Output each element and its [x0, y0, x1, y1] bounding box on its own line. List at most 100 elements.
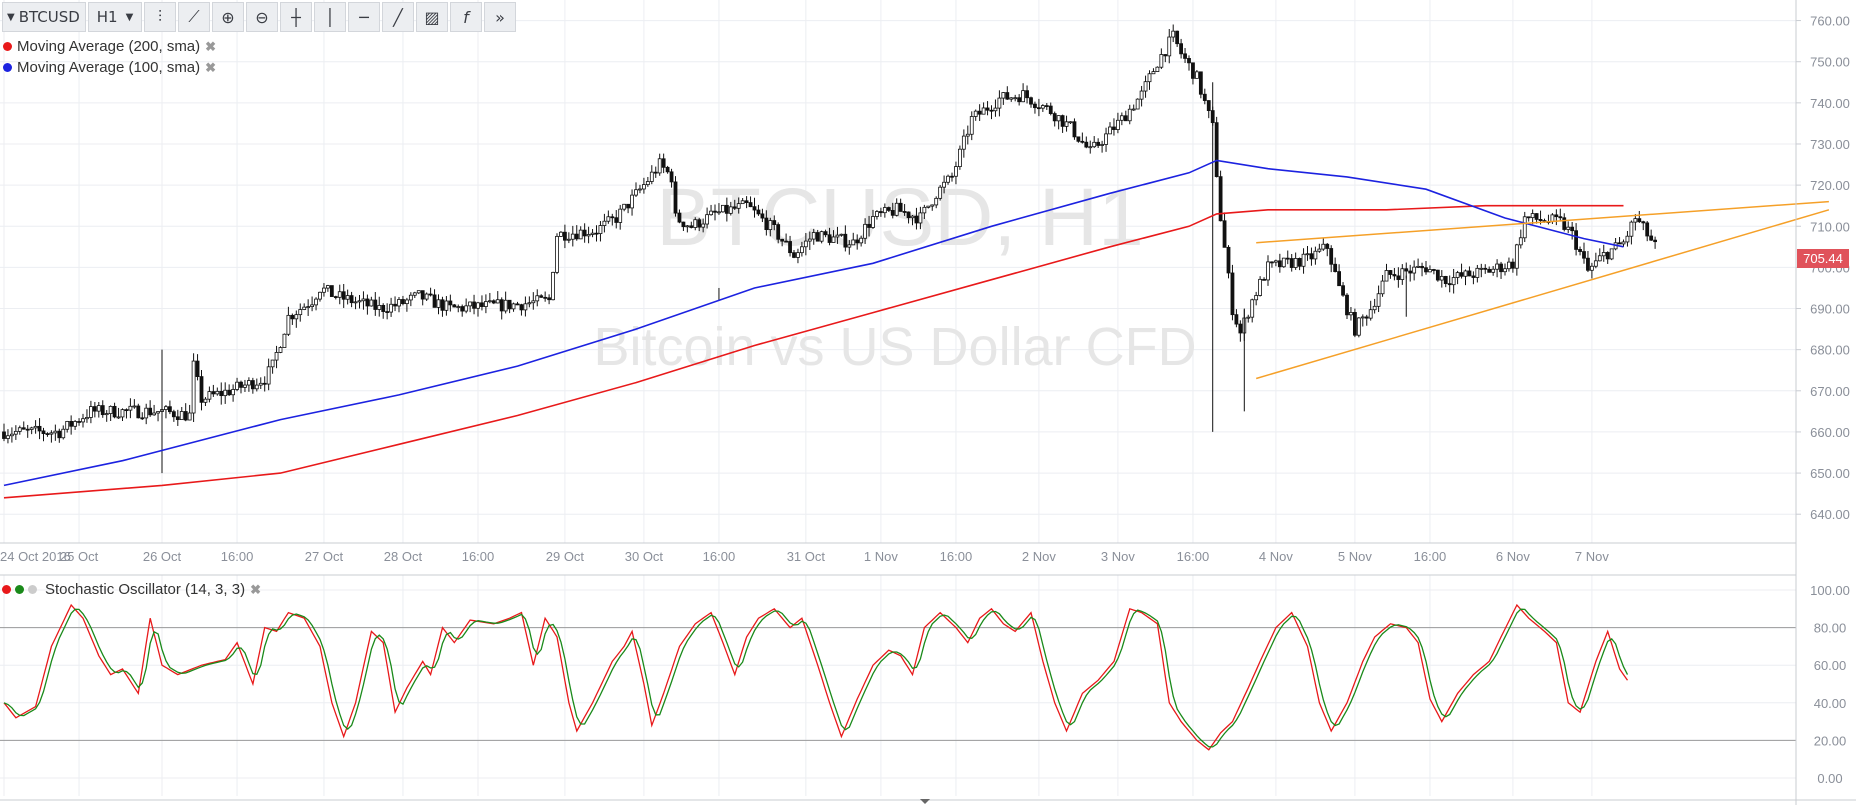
candle-body [49, 432, 54, 435]
function-button[interactable]: f [450, 2, 482, 32]
candle-body [361, 298, 366, 302]
candle-body [1112, 126, 1116, 130]
more-button[interactable]: » [484, 2, 516, 32]
close-icon[interactable]: ✖ [250, 581, 261, 597]
candle-body [1056, 115, 1061, 122]
candle-body [1356, 317, 1361, 336]
vertical-line-button[interactable]: │ [314, 2, 346, 32]
horizontal-line-button[interactable]: ─ [348, 2, 380, 32]
candle-body [1479, 267, 1484, 270]
candle-body [657, 158, 662, 174]
candle-body [527, 302, 532, 305]
candle-body [1108, 126, 1112, 135]
candle-body [531, 300, 536, 304]
candle-body [456, 306, 461, 308]
zoom-in-button[interactable]: ⊕ [212, 2, 244, 32]
candle-body [191, 360, 196, 414]
candle-body [108, 405, 113, 414]
candle-body [2, 431, 6, 439]
candle-body [1167, 36, 1172, 57]
trend-line-lower[interactable] [1255, 209, 1830, 380]
candle-body [1052, 113, 1057, 122]
interval-selector[interactable]: H1 ▼ [88, 2, 142, 32]
oscillator-legend[interactable]: Stochastic Oscillator (14, 3, 3) ✖ [0, 581, 261, 598]
candle-body [140, 417, 145, 420]
legend-ma200[interactable]: Moving Average (200, sma) ✖ [0, 36, 216, 57]
close-icon[interactable]: ✖ [205, 38, 217, 54]
candle-body [1151, 71, 1156, 75]
time-tick-label: 16:00 [940, 549, 973, 564]
candle-body [1218, 176, 1223, 222]
candle-body [1404, 268, 1409, 272]
candle-body [661, 158, 666, 168]
candle-body [179, 411, 184, 421]
fibonacci-button[interactable]: ▨ [416, 2, 448, 32]
candle-body [503, 299, 508, 312]
candle-body [875, 211, 879, 217]
candle-body [776, 224, 781, 240]
trend-line-button[interactable]: ╱ [382, 2, 414, 32]
candle-body [1317, 248, 1322, 252]
symbol-selector[interactable]: ▼ BTCUSD [2, 2, 86, 32]
candle-body [100, 405, 105, 416]
candle-body [1368, 309, 1373, 319]
candle-body [136, 405, 141, 419]
time-tick-label: 5 Nov [1338, 549, 1372, 564]
candle-body [673, 181, 678, 214]
candle-body [701, 223, 706, 228]
candle-body [1499, 263, 1503, 273]
candle-body [973, 110, 978, 117]
candle-body [902, 211, 907, 213]
candle-body [167, 406, 172, 413]
crosshair-button[interactable]: ┼ [280, 2, 312, 32]
candle-body [1447, 283, 1452, 286]
legend-ma100[interactable]: Moving Average (100, sma) ✖ [0, 57, 216, 78]
close-icon[interactable]: ✖ [205, 59, 217, 75]
candle-body [329, 285, 334, 297]
candle-body [1503, 268, 1507, 273]
zoom-out-button[interactable]: ⊖ [246, 2, 278, 32]
k-color-dot [2, 585, 11, 594]
ma100-label: Moving Average (100, sma) [17, 59, 201, 76]
trend-line-upper[interactable] [1256, 200, 1829, 244]
candle-body [1459, 272, 1464, 277]
indicator-button[interactable]: ⟋ [178, 2, 210, 32]
candle-body [33, 425, 38, 429]
candle-body [638, 188, 642, 191]
candle-body [764, 217, 769, 230]
candle-body [223, 389, 228, 397]
watermark-name: Bitcoin vs US Dollar CFD [593, 317, 1196, 377]
candle-body [1029, 97, 1033, 105]
candle-body [1424, 267, 1428, 273]
bar-chart-type-button[interactable]: ⫶ [144, 2, 176, 32]
candle-body [282, 333, 287, 348]
candle-body [803, 240, 808, 248]
candle-body [341, 291, 346, 300]
candle-body [882, 207, 887, 214]
fibonacci-icon: ▨ [424, 7, 440, 27]
candle-body [622, 203, 627, 210]
candle-body [835, 234, 840, 238]
candle-body [104, 413, 109, 416]
time-tick-label: 30 Oct [625, 549, 664, 564]
candle-body [653, 171, 658, 174]
candle-body [610, 216, 615, 219]
candle-body [199, 376, 204, 403]
candle-body [310, 304, 315, 307]
candle-body [349, 295, 354, 304]
trend-lines[interactable] [1255, 200, 1830, 380]
candle-body [480, 302, 484, 307]
candle-body [590, 232, 595, 235]
candle-body [1135, 98, 1140, 110]
candle-body [1495, 263, 1499, 270]
candle-body [420, 290, 425, 300]
candle-body [946, 175, 950, 183]
candle-body [519, 304, 524, 311]
candle-body [460, 306, 465, 312]
candle-body [1238, 323, 1243, 334]
candle-body [1554, 214, 1559, 218]
candle-body [124, 409, 129, 412]
candle-body [1285, 257, 1290, 260]
time-tick-label: 16:00 [221, 549, 254, 564]
